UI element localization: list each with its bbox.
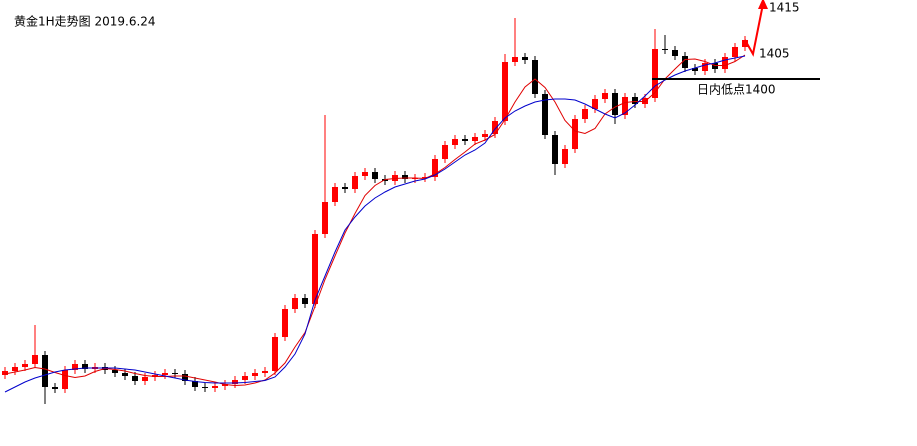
- candle-body: [442, 145, 448, 159]
- candle-body: [2, 371, 8, 375]
- candle-body: [652, 49, 658, 98]
- candle-body: [512, 57, 518, 62]
- candle-body: [472, 137, 478, 141]
- candle-body: [82, 364, 88, 369]
- candle-body: [202, 387, 208, 388]
- target-label: 1415: [769, 1, 800, 15]
- candle-body: [592, 99, 598, 109]
- candle-body: [622, 97, 628, 115]
- candle-body: [322, 202, 328, 234]
- candle-body: [212, 386, 218, 388]
- candle-body: [292, 298, 298, 309]
- candle-body: [12, 367, 18, 371]
- candle-body: [262, 371, 268, 373]
- candle-body: [562, 149, 568, 164]
- candle-body: [332, 187, 338, 202]
- support-label: 日内低点1400: [697, 83, 776, 97]
- candle-body: [732, 47, 738, 57]
- candle-body: [532, 60, 538, 94]
- candle-body: [32, 355, 38, 364]
- candle-body: [22, 364, 28, 367]
- candle-body: [112, 370, 118, 373]
- candle-body: [702, 63, 708, 71]
- candle-body: [612, 93, 618, 115]
- moving-average: [4, 54, 746, 387]
- candle-body: [252, 373, 258, 376]
- candle-body: [602, 93, 608, 99]
- candle-body: [372, 172, 378, 179]
- candle-body: [342, 187, 348, 189]
- candle-body: [432, 159, 438, 177]
- candle-body: [272, 337, 278, 371]
- candle-body: [182, 374, 188, 381]
- candle-body: [402, 175, 408, 179]
- candle-body: [362, 172, 368, 176]
- candle-body: [632, 97, 638, 104]
- candle-body: [482, 134, 488, 137]
- candle-body: [192, 381, 198, 387]
- candle-body: [352, 176, 358, 189]
- candle-body: [462, 139, 468, 141]
- candle-body: [302, 298, 308, 304]
- candle-body: [572, 119, 578, 149]
- chart-title: 黄金1H走势图 2019.6.24: [14, 14, 156, 29]
- candle-body: [282, 309, 288, 337]
- target-arrow: [744, 3, 764, 57]
- candle-body: [62, 370, 68, 389]
- moving-average: [4, 55, 746, 393]
- candle-body: [502, 62, 508, 121]
- candle-body: [492, 121, 498, 134]
- candle-body: [142, 377, 148, 381]
- candle-body: [122, 373, 128, 376]
- target-label: 1405: [759, 47, 790, 61]
- candle-body: [682, 56, 688, 68]
- candle-body: [422, 177, 428, 178]
- candle-body: [72, 364, 78, 370]
- arrow-head: [758, 0, 768, 9]
- candle-body: [132, 376, 138, 381]
- candle-body: [162, 373, 168, 375]
- candle-body: [42, 355, 48, 387]
- candle-body: [52, 387, 58, 389]
- candle-body: [452, 139, 458, 145]
- candle-body: [672, 50, 678, 56]
- candle-body: [582, 109, 588, 119]
- candle-body: [552, 135, 558, 164]
- candle-body: [312, 234, 318, 304]
- candle-body: [742, 40, 748, 47]
- candle-body: [522, 57, 528, 60]
- candle-body: [692, 68, 698, 71]
- candle-body: [242, 376, 248, 380]
- candle-body: [232, 380, 238, 384]
- candle-body: [542, 94, 548, 135]
- candle-body: [662, 49, 668, 50]
- candle-body: [722, 57, 728, 69]
- candle-body: [172, 373, 178, 374]
